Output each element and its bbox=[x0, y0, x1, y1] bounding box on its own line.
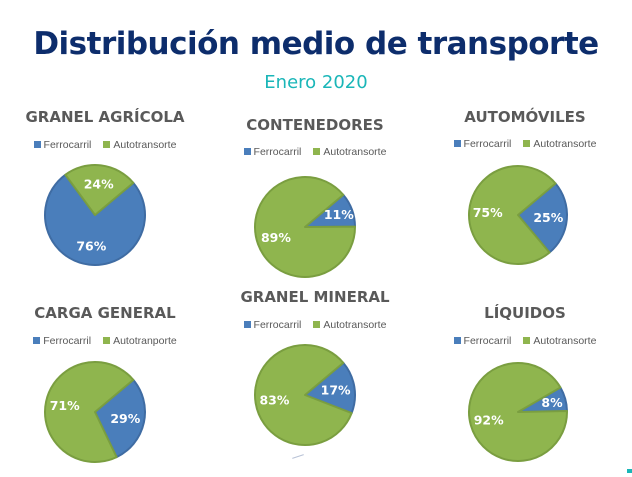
legend-swatch bbox=[103, 141, 111, 148]
data-label-autotransporte: 24% bbox=[84, 177, 114, 192]
legend-item-autotransporte: Autotransorte bbox=[523, 335, 596, 347]
chart-title: AUTOMÓVILES bbox=[464, 108, 586, 126]
legend-swatch bbox=[243, 148, 251, 155]
legend-label: Autotransorte bbox=[113, 139, 177, 151]
legend-swatch bbox=[453, 140, 461, 147]
data-label-autotransporte: 92% bbox=[474, 413, 504, 428]
legend-item-ferrocarril: Ferrocarril bbox=[453, 138, 512, 150]
chart-panel-liquidos: LÍQUIDOS Ferrocarril Autotransorte 8% 92% bbox=[420, 302, 630, 477]
pie-slice-autotransporte bbox=[468, 165, 557, 265]
legend-label: Ferrocarril bbox=[43, 335, 92, 347]
pie-chart: 8% 92% bbox=[468, 361, 568, 462]
legend-swatch bbox=[243, 321, 251, 328]
data-label-autotransporte: 89% bbox=[261, 230, 291, 245]
chart-panel-granel-agricola: GRANEL AGRÍCOLA Ferrocarril Autotransorte 7… bbox=[0, 105, 210, 280]
pie-slice-autotransporte bbox=[468, 361, 568, 462]
legend-label: Autotransorte bbox=[533, 335, 597, 347]
data-label-ferrocarril: 11% bbox=[324, 207, 354, 222]
data-label-autotransporte: 83% bbox=[259, 393, 289, 408]
legend-item-ferrocarril: Ferrocarril bbox=[243, 146, 302, 158]
legend-label: Autotransorte bbox=[323, 319, 387, 331]
slide-corner-mark bbox=[627, 469, 632, 473]
legend-swatch bbox=[523, 140, 531, 147]
legend-item-autotransporte: Autotransorte bbox=[523, 138, 596, 150]
page-subtitle: Enero 2020 bbox=[264, 72, 368, 93]
legend-label: Ferrocarril bbox=[253, 319, 302, 331]
legend-swatch bbox=[313, 321, 321, 328]
legend-item-autotransporte: Autotransorte bbox=[103, 139, 176, 151]
chart-legend: Ferrocarril Autotranporte bbox=[0, 335, 210, 347]
chart-panel-contenedores: CONTENEDORES Ferrocarril Autotransorte 11% 8… bbox=[210, 115, 420, 290]
pie-chart: 29% 71% bbox=[44, 361, 146, 463]
chart-title: CARGA GENERAL bbox=[34, 304, 176, 322]
chart-legend: Ferrocarril Autotransorte bbox=[0, 139, 210, 151]
chart-panel-granel-mineral: GRANEL MINERAL Ferrocarril Autotransorte 17… bbox=[210, 285, 420, 460]
pie-slice-autotransporte bbox=[254, 344, 353, 446]
chart-legend: Ferrocarril Autotransorte bbox=[420, 335, 630, 347]
pie-chart: 25% 75% bbox=[468, 165, 568, 265]
pie-chart: 11% 89% bbox=[254, 176, 357, 278]
legend-swatch bbox=[103, 337, 111, 344]
legend-label: Ferrocarril bbox=[253, 146, 302, 158]
legend-label: Autotransorte bbox=[323, 146, 387, 158]
legend-swatch bbox=[453, 337, 461, 344]
data-label-ferrocarril: 76% bbox=[76, 238, 106, 253]
legend-label: Ferrocarril bbox=[463, 138, 512, 150]
data-label-autotransporte: 71% bbox=[50, 398, 80, 413]
pie-slice-ferrocarril bbox=[304, 361, 356, 415]
data-label-ferrocarril: 8% bbox=[541, 395, 563, 410]
pie-chart: 76% 24% bbox=[44, 164, 147, 266]
pie-slice-autotransporte bbox=[254, 176, 357, 278]
legend-swatch bbox=[33, 141, 41, 148]
pie-slice-ferrocarril bbox=[44, 173, 147, 266]
chart-panel-carga-general: CARGA GENERAL Ferrocarril Autotranporte 29%… bbox=[0, 302, 210, 477]
legend-label: Autotransorte bbox=[533, 138, 597, 150]
pie-slice-autotransporte bbox=[64, 164, 135, 216]
pie-slice-ferrocarril bbox=[517, 182, 568, 254]
pie-slice-autotransporte bbox=[44, 361, 135, 463]
data-label-autotransporte: 75% bbox=[473, 205, 503, 220]
legend-label: Autotranporte bbox=[113, 335, 177, 347]
legend-item-ferrocarril: Ferrocarril bbox=[243, 319, 302, 331]
chart-legend: Ferrocarril Autotransorte bbox=[420, 138, 630, 150]
legend-item-ferrocarril: Ferrocarril bbox=[33, 335, 91, 347]
pie-chart: 17% 83% bbox=[254, 344, 356, 446]
chart-title: LÍQUIDOS bbox=[484, 304, 566, 322]
data-label-ferrocarril: 17% bbox=[321, 382, 351, 397]
chart-legend: Ferrocarril Autotransorte bbox=[210, 319, 420, 331]
legend-item-ferrocarril: Ferrocarril bbox=[453, 335, 512, 347]
page-title: Distribución medio de transporte bbox=[33, 26, 599, 62]
chart-title: GRANEL AGRÍCOLA bbox=[25, 108, 185, 126]
data-label-ferrocarril: 29% bbox=[110, 411, 140, 426]
legend-label: Ferrocarril bbox=[463, 335, 512, 347]
legend-item-autotransporte: Autotransorte bbox=[313, 146, 386, 158]
chart-title: CONTENEDORES bbox=[246, 116, 384, 134]
data-label-ferrocarril: 25% bbox=[533, 210, 563, 225]
legend-swatch bbox=[523, 337, 531, 344]
chart-title: GRANEL MINERAL bbox=[240, 288, 390, 306]
legend-item-ferrocarril: Ferrocarril bbox=[33, 139, 92, 151]
chart-legend: Ferrocarril Autotransorte bbox=[210, 146, 420, 158]
legend-swatch bbox=[33, 337, 41, 344]
chart-panel-automoviles: AUTOMÓVILES Ferrocarril Autotransorte 25% 75… bbox=[420, 105, 630, 280]
legend-item-autotransporte: Autotransorte bbox=[313, 319, 386, 331]
legend-label: Ferrocarril bbox=[43, 139, 92, 151]
legend-item-autotransporte: Autotranporte bbox=[103, 335, 177, 347]
legend-swatch bbox=[313, 148, 321, 155]
